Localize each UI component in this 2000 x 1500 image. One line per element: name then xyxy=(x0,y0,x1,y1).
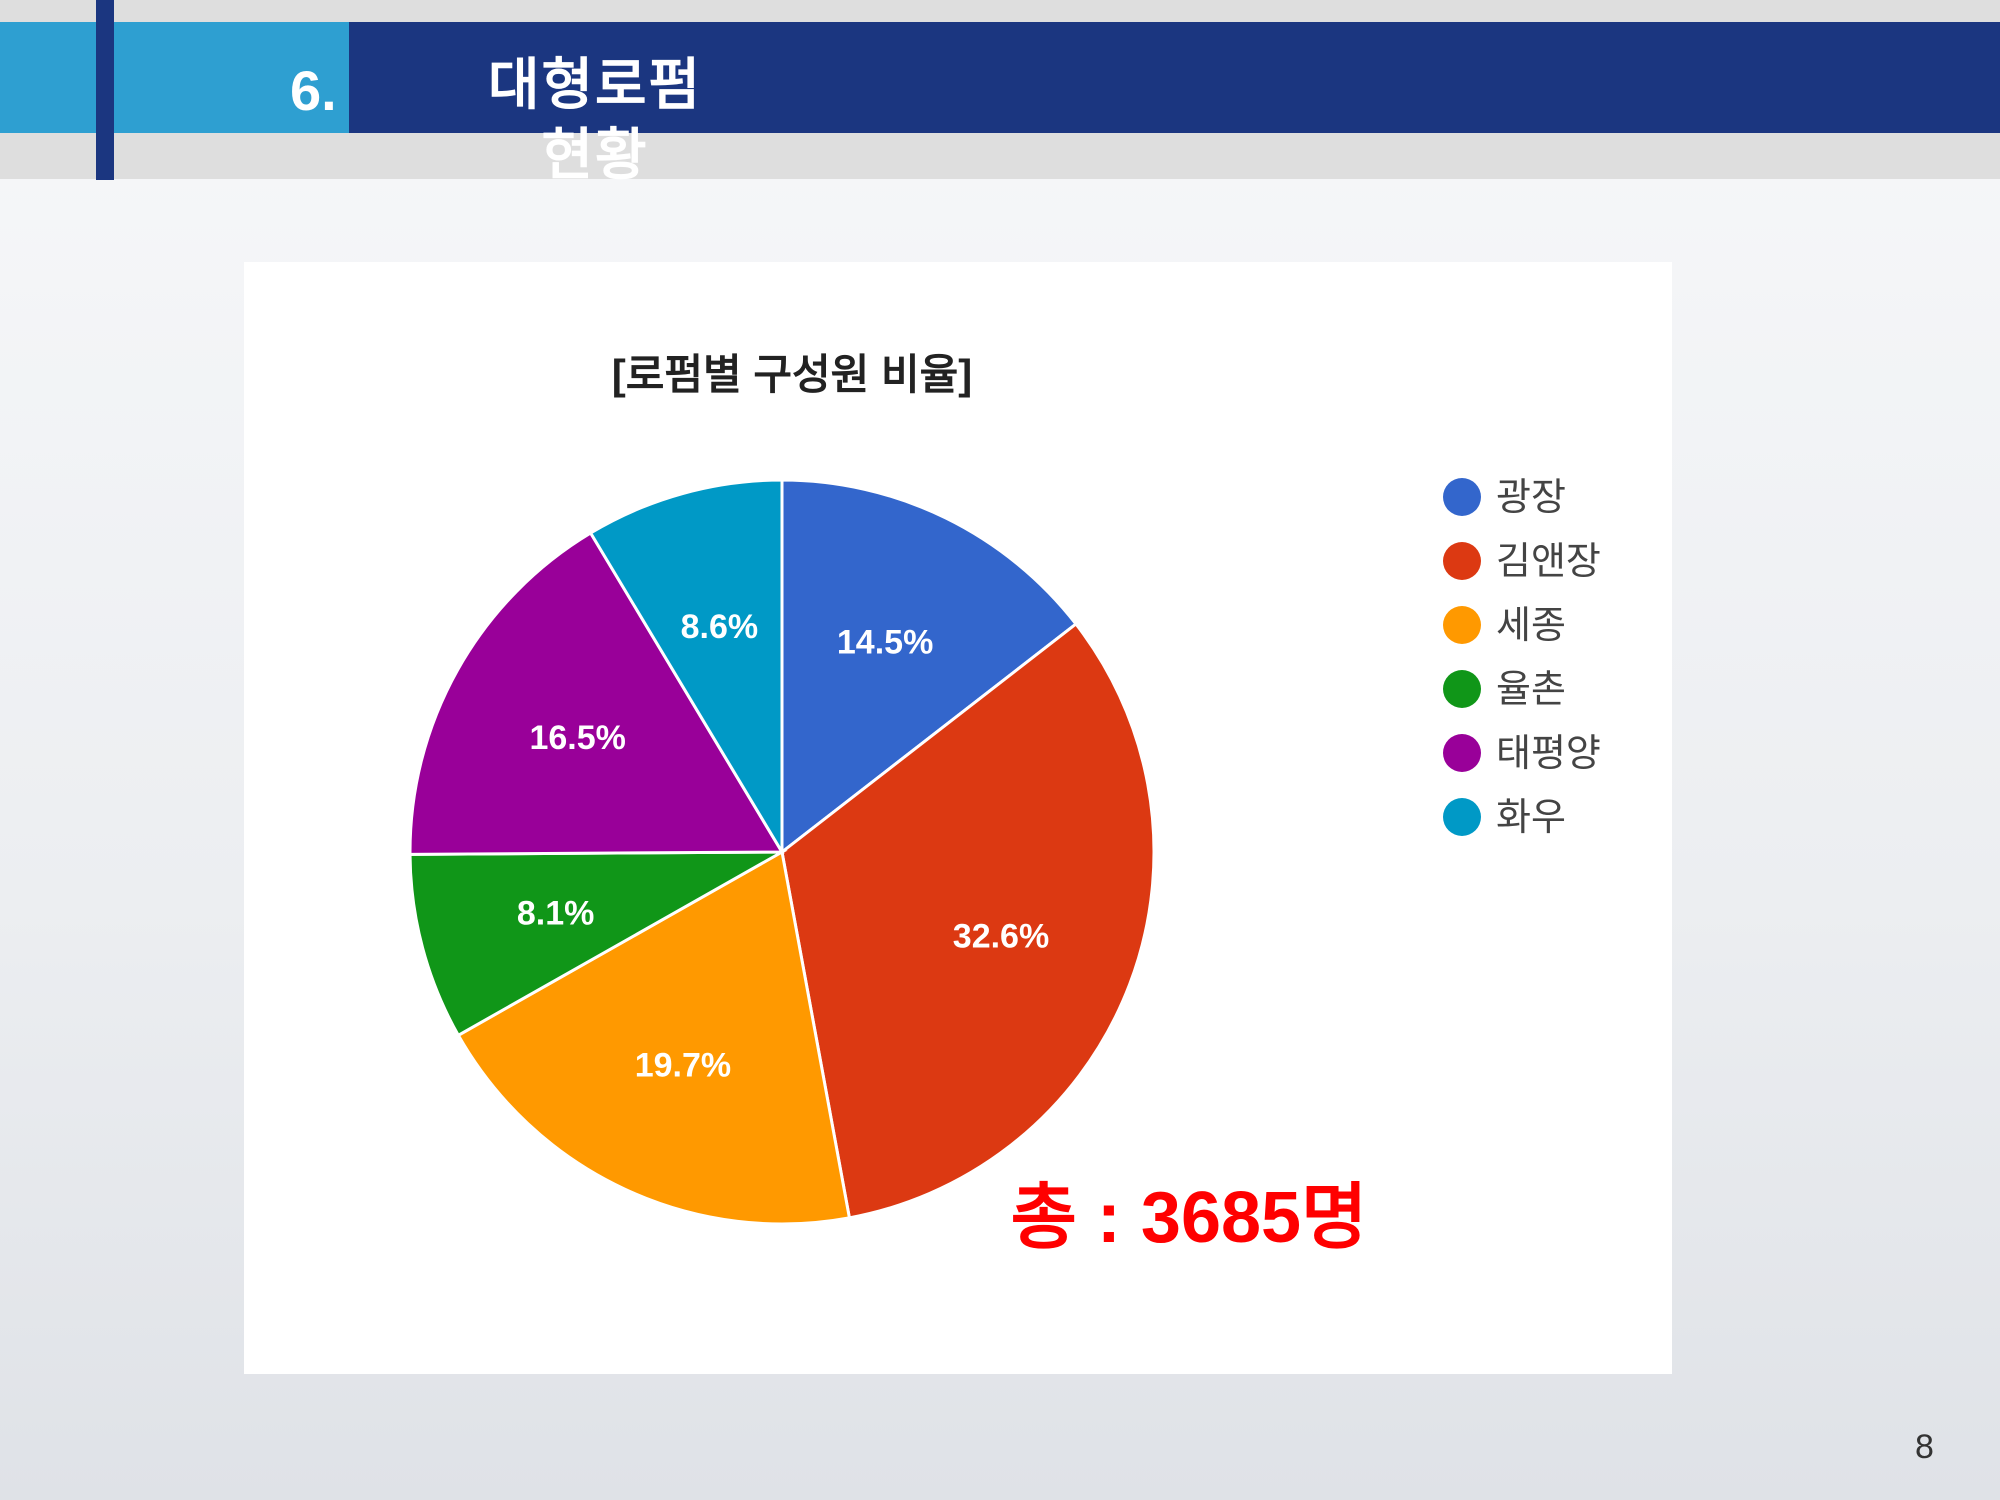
total-count-label: 총 : 3685명 xyxy=(1011,1178,1368,1258)
header-main-band xyxy=(349,22,2000,133)
legend-label: 세종 xyxy=(1496,605,1566,647)
chart-title: [로펌별 구성원 비율] xyxy=(612,351,972,398)
header-top-strip xyxy=(0,0,2000,22)
legend-label: 율촌 xyxy=(1496,669,1566,711)
chart-panel: [로펌별 구성원 비율] 14.5% 32.6% 19.7% 8.1% 16.5% 8.6… xyxy=(244,262,1672,1374)
legend-swatch xyxy=(1443,798,1481,836)
slice-label-태평양: 16.5% xyxy=(529,719,625,757)
legend-swatch xyxy=(1443,478,1481,516)
pie-slices xyxy=(408,478,1156,1226)
pie-slice-세종 xyxy=(456,849,852,1226)
legend-item-태평양: 태평양 xyxy=(1443,733,1601,775)
pie-slice-태평양 xyxy=(408,530,785,856)
slice-label-김앤장: 32.6% xyxy=(953,918,1049,956)
header-accent-band xyxy=(0,22,349,133)
section-title: 대형로펌 현황 xyxy=(487,53,703,186)
legend-label: 화우 xyxy=(1496,797,1566,839)
page-number: 8 xyxy=(1915,1428,1934,1466)
pie-slice-광장 xyxy=(780,478,1079,856)
legend-item-광장: 광장 xyxy=(1443,477,1566,519)
slice-label-광장: 14.5% xyxy=(837,624,933,662)
legend-swatch xyxy=(1443,542,1481,580)
legend-item-세종: 세종 xyxy=(1443,605,1566,647)
section-number: 6. xyxy=(290,59,337,122)
header-vertical-bar xyxy=(96,0,114,180)
pie-slice-김앤장 xyxy=(780,621,1156,1220)
legend-label: 태평양 xyxy=(1496,733,1601,775)
slice-label-세종: 19.7% xyxy=(635,1046,731,1084)
legend-item-김앤장: 김앤장 xyxy=(1443,541,1601,583)
legend-item-화우: 화우 xyxy=(1443,797,1566,839)
pie-chart: [로펌별 구성원 비율] 14.5% 32.6% 19.7% 8.1% 16.5% 8.6… xyxy=(408,351,1601,1258)
pie-slice-율촌 xyxy=(408,850,788,1038)
legend-swatch xyxy=(1443,606,1481,644)
slice-label-율촌: 8.1% xyxy=(517,894,595,932)
legend-swatch xyxy=(1443,734,1481,772)
legend-label: 김앤장 xyxy=(1496,541,1601,583)
header-bottom-strip xyxy=(0,133,2000,179)
slice-label-화우: 8.6% xyxy=(681,608,759,646)
legend-label: 광장 xyxy=(1496,477,1566,519)
pie-slice-화우 xyxy=(588,478,784,858)
pie-slice-labels: 14.5% 32.6% 19.7% 8.1% 16.5% 8.6% xyxy=(517,608,1049,1084)
legend-item-율촌: 율촌 xyxy=(1443,669,1566,711)
legend-swatch xyxy=(1443,670,1481,708)
